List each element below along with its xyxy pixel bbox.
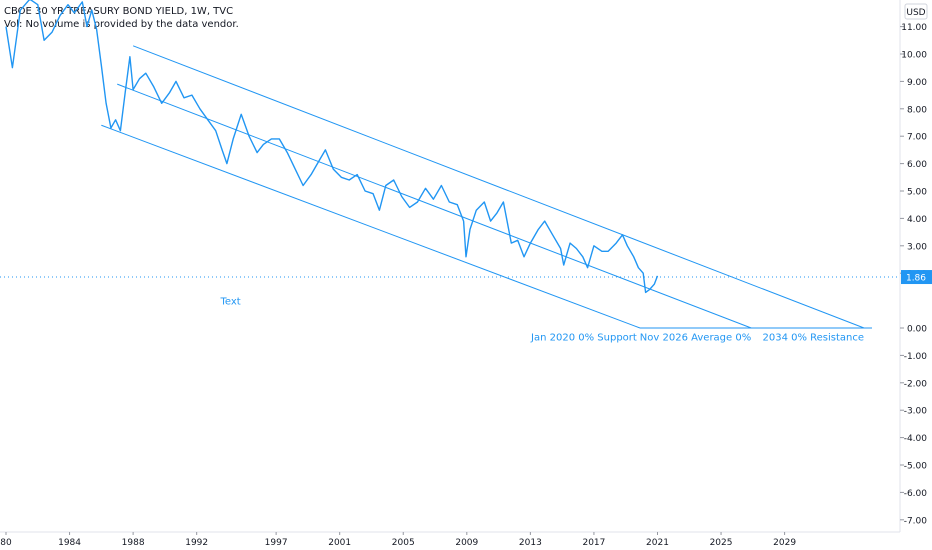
x-tick-label: 1984 — [58, 538, 81, 548]
y-tick-label: -5.00 — [904, 462, 928, 472]
chart-title: CBOE 30 YR TREASURY BOND YIELD, 1W, TVC — [4, 6, 234, 17]
y-tick-label: 11.00 — [901, 23, 927, 33]
y-tick-label: 3.00 — [907, 242, 927, 252]
x-tick-label: 2005 — [392, 538, 415, 548]
x-tick-label: 2009 — [455, 538, 478, 548]
y-tick-label: 7.00 — [907, 133, 927, 143]
annotation-3: Nov 2026 Average 0% — [640, 332, 751, 343]
y-tick-label: 5.00 — [907, 188, 927, 198]
current-price-label: 1.86 — [906, 274, 926, 284]
y-tick-label: 4.00 — [907, 215, 927, 225]
x-tick-label: 2013 — [519, 538, 542, 548]
x-tick-label: 2001 — [328, 538, 351, 548]
annotation-2: Jan 2020 0% Support — [530, 332, 637, 343]
y-tick-label: -3.00 — [904, 407, 928, 417]
y-tick-label: -1.00 — [904, 352, 928, 362]
currency-label-box[interactable] — [904, 3, 928, 20]
x-tick-label: 1992 — [185, 538, 208, 548]
x-tick-label: 2025 — [710, 538, 733, 548]
x-tick-label: 1988 — [122, 538, 145, 548]
chart-subtitle: Vol: No volume is provided by the data v… — [4, 19, 239, 30]
channel-line-2[interactable] — [117, 83, 752, 329]
x-tick-label: 2017 — [582, 538, 605, 548]
currency-label: USD — [906, 8, 925, 18]
y-tick-label: -7.00 — [904, 516, 928, 526]
y-tick-label: -2.00 — [904, 379, 928, 389]
yield-series-line[interactable] — [5, 0, 659, 294]
x-tick-label: 80 — [0, 538, 12, 548]
y-tick-label: 9.00 — [907, 78, 927, 88]
y-tick-label: 10.00 — [901, 51, 927, 61]
annotation-1: Text — [220, 297, 241, 308]
annotation-4: 2034 0% Resistance — [762, 332, 864, 343]
y-tick-label: -6.00 — [904, 489, 928, 499]
current-price-tag — [901, 270, 932, 285]
y-tick-label: 6.00 — [907, 160, 927, 170]
x-tick-label: 1997 — [265, 538, 288, 548]
x-tick-label: 2029 — [773, 538, 796, 548]
y-tick-label: 8.00 — [907, 105, 927, 115]
x-tick-label: 2021 — [646, 538, 669, 548]
channel-line-1[interactable] — [132, 45, 865, 329]
channel-line-3[interactable] — [101, 124, 641, 329]
y-tick-label: -4.00 — [904, 434, 928, 444]
y-tick-label: 0.00 — [907, 325, 927, 335]
